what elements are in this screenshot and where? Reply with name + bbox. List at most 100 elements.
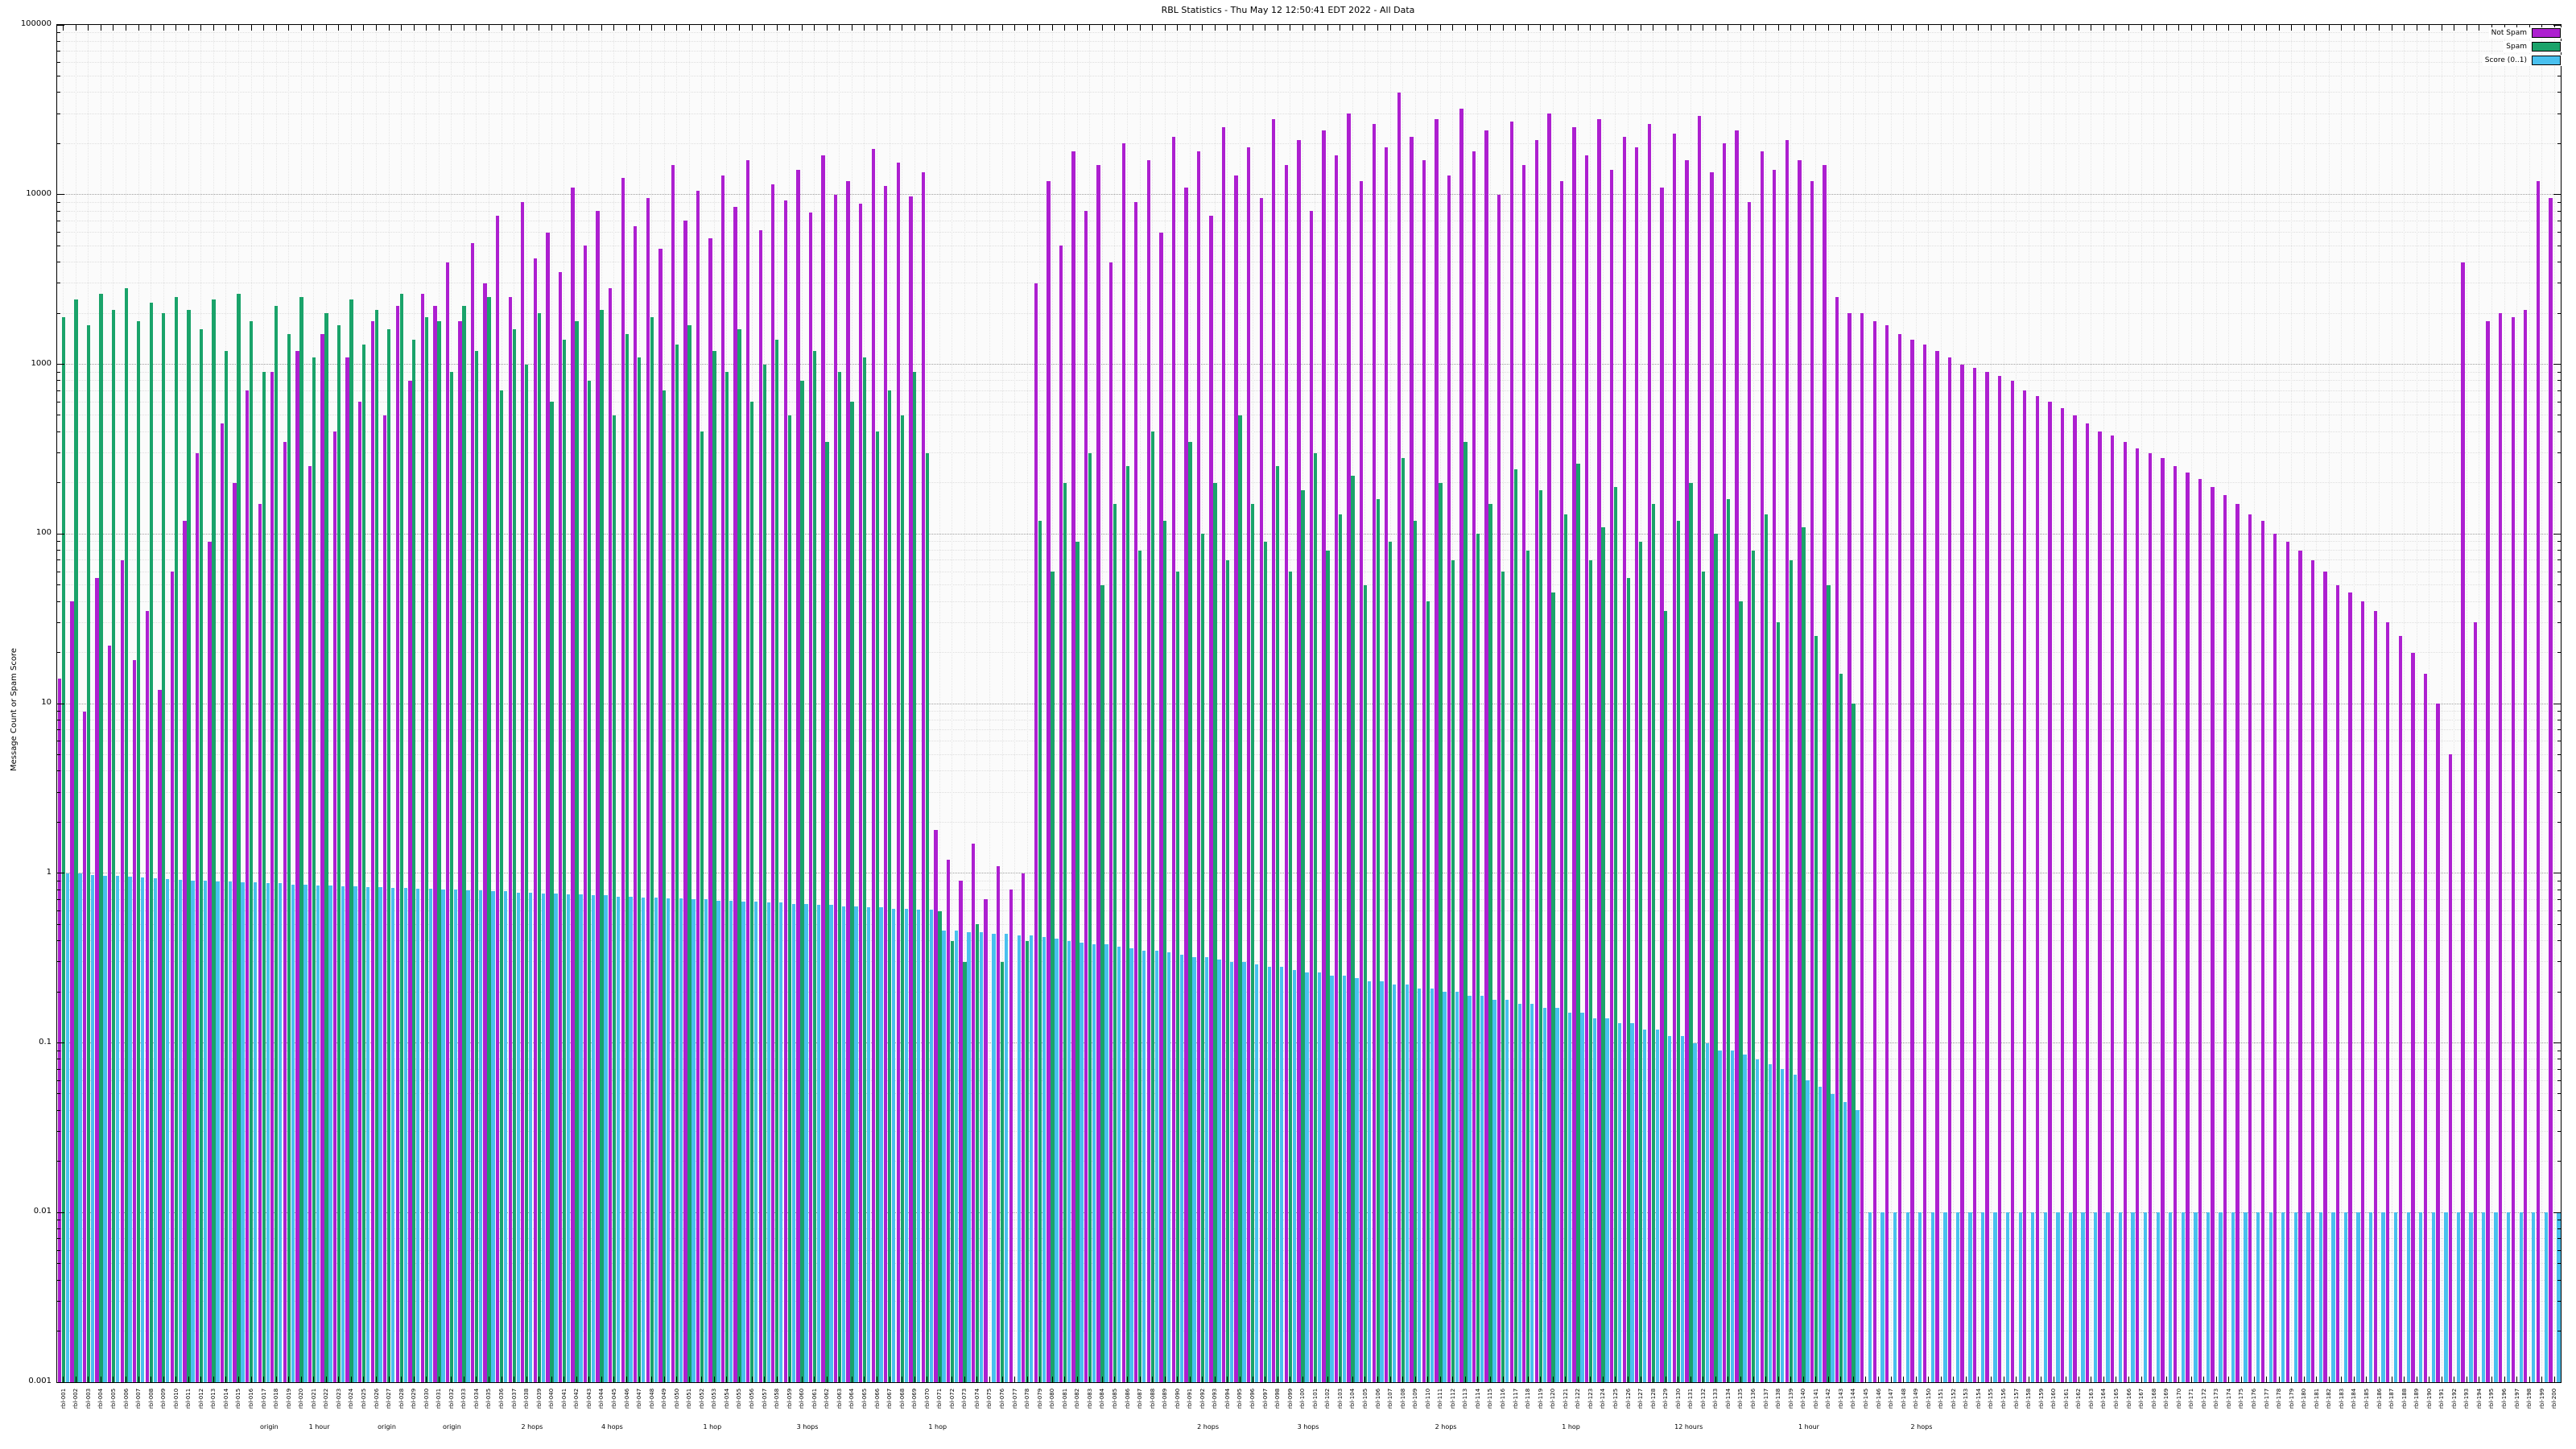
x-tick [338, 1377, 340, 1382]
bar-notspam [2010, 380, 2014, 1382]
x-tick [1865, 25, 1867, 31]
y-tick-minor [57, 62, 60, 64]
x-tick-label: rbl-166 [2125, 1388, 2132, 1409]
bar-score [241, 882, 245, 1382]
bar-notspam [1284, 164, 1289, 1382]
bar-notspam [2411, 652, 2415, 1382]
x-tick-label: rbl-138 [1775, 1388, 1782, 1409]
x-tick [1903, 1377, 1905, 1382]
x-tick-label: rbl-012 [197, 1388, 204, 1409]
bar-notspam [208, 541, 212, 1382]
x-tick [2366, 25, 2368, 31]
bar-spam [862, 357, 867, 1382]
y-tick-minor [57, 550, 60, 551]
x-tick-label: rbl-148 [1900, 1388, 1907, 1409]
bar-notspam [120, 559, 124, 1382]
x-tick-label: rbl-032 [448, 1388, 455, 1409]
x-tick [1014, 1377, 1016, 1382]
x-tick [2240, 1377, 2242, 1382]
x-tick-label: rbl-094 [1224, 1388, 1231, 1409]
legend-swatch-spam [2532, 42, 2561, 52]
y-tick-minor [57, 753, 60, 755]
x-tick [1239, 1377, 1241, 1382]
bar-notspam [1685, 159, 1689, 1382]
x-tick [63, 1377, 64, 1382]
x-tick [388, 25, 390, 31]
x-tick-label: rbl-057 [761, 1388, 768, 1409]
bar-notspam [1522, 164, 1526, 1382]
x-tick [1953, 1377, 1955, 1382]
x-tick-label: rbl-178 [2276, 1388, 2283, 1409]
y-tick-minor [57, 1093, 60, 1095]
bar-notspam [2398, 636, 2402, 1382]
x-tick [1978, 25, 1979, 31]
bar-notspam [1748, 202, 1752, 1382]
bar-spam [224, 350, 229, 1382]
bar-spam [1451, 559, 1455, 1382]
x-tick [401, 1377, 402, 1382]
bar-score [1768, 1063, 1772, 1382]
bar-notspam [1209, 216, 1213, 1382]
y-tick-minor [2557, 390, 2561, 391]
x-tick [2278, 1377, 2280, 1382]
bar-notspam [2248, 514, 2252, 1382]
y-tick-minor [2557, 452, 2561, 454]
x-tick [1189, 1377, 1191, 1382]
bar-notspam [2085, 423, 2090, 1382]
x-tick [1477, 1377, 1479, 1382]
bar-score [2557, 1212, 2561, 1382]
bar-score [1179, 955, 1184, 1382]
bar-spam [1626, 577, 1630, 1382]
x-tick [526, 25, 527, 31]
bar-notspam [2373, 611, 2377, 1382]
x-tick [275, 25, 277, 31]
bar-spam [775, 339, 779, 1382]
x-tick [1815, 25, 1817, 31]
x-tick [826, 1377, 828, 1382]
x-tick [864, 25, 865, 31]
x-tick-label: rbl-093 [1212, 1388, 1219, 1409]
bar-spam [1225, 559, 1230, 1382]
x-tick-label: rbl-185 [2363, 1388, 2370, 1409]
bar-score [1167, 952, 1171, 1382]
x-tick [1690, 1377, 1691, 1382]
x-tick [213, 1377, 214, 1382]
bar-notspam [445, 262, 450, 1382]
h-gridline-minor [57, 312, 2561, 314]
bar-notspam [1297, 139, 1301, 1382]
x-tick [63, 25, 64, 31]
bar-score [716, 900, 720, 1382]
x-tick [601, 1377, 602, 1382]
bar-notspam [1710, 172, 1714, 1382]
bar-score [1292, 969, 1296, 1382]
x-tick-label: rbl-058 [774, 1388, 781, 1409]
bar-notspam [2360, 601, 2365, 1382]
bar-spam [1138, 550, 1142, 1382]
y-tick [2553, 1042, 2561, 1043]
x-tick-label: rbl-045 [610, 1388, 617, 1409]
bar-score [2444, 1212, 2448, 1382]
x-tick [1852, 25, 1854, 31]
bar-notspam [70, 601, 74, 1382]
x-tick [1189, 25, 1191, 31]
x-tick [2278, 25, 2280, 31]
x-tick-label: rbl-111 [1437, 1388, 1444, 1409]
bar-spam [925, 452, 930, 1382]
bar-score [1818, 1087, 1823, 1382]
y-tick-minor [2557, 1131, 2561, 1133]
bar-notspam [909, 196, 913, 1382]
legend-label-notspam: Not Spam [2491, 29, 2527, 37]
bar-notspam [1722, 143, 1727, 1382]
bar-notspam [533, 258, 538, 1382]
x-tick-label: rbl-139 [1787, 1388, 1794, 1409]
bar-notspam [1735, 130, 1739, 1382]
h-gridline [57, 533, 2561, 535]
x-group-label: origin [378, 1423, 396, 1430]
bar-score [1430, 988, 1435, 1382]
y-tick-minor [2557, 652, 2561, 654]
bar-score [2081, 1212, 2085, 1382]
bar-spam [149, 303, 153, 1382]
x-tick [1039, 25, 1041, 31]
x-tick [1890, 1377, 1892, 1382]
bar-score [1367, 981, 1372, 1382]
